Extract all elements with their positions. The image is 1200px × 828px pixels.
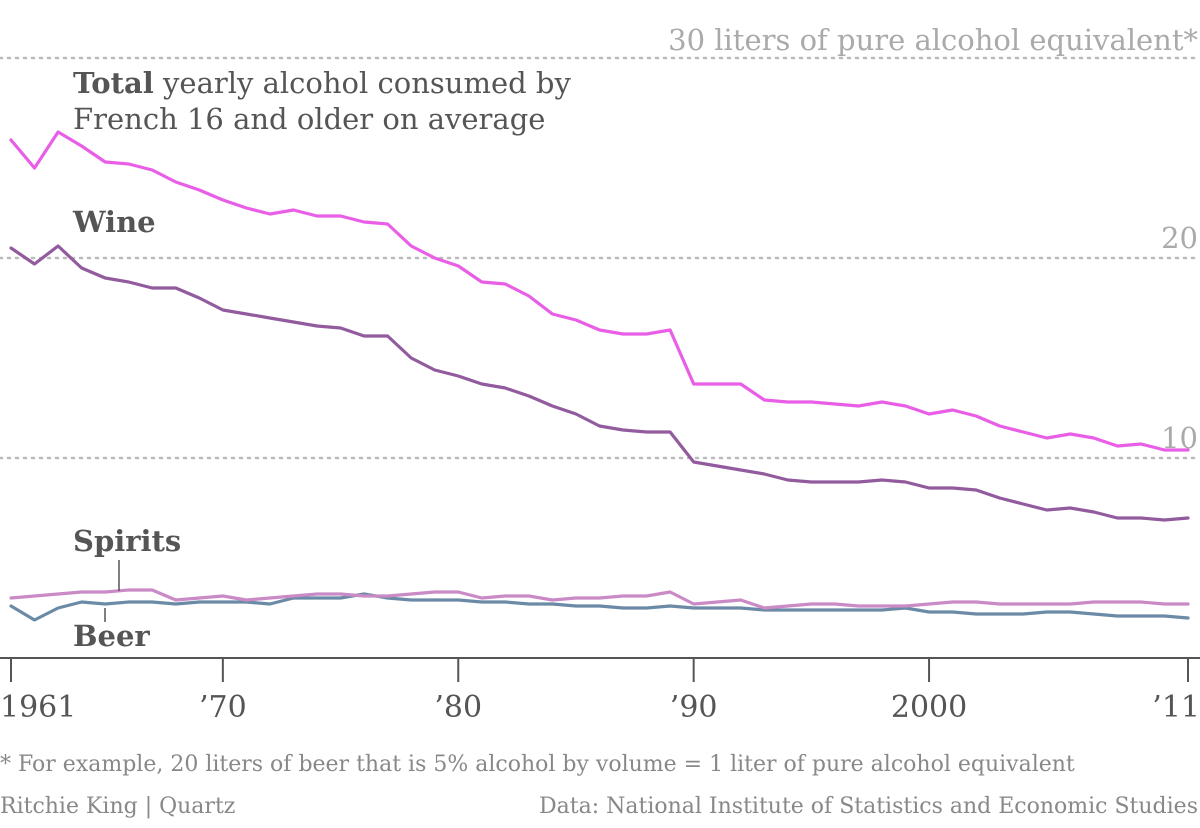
x-tick-label-1961: 1961	[0, 690, 76, 725]
credit: Ritchie King | Quartz	[0, 794, 236, 819]
series-label-beer: Beer	[73, 619, 150, 653]
chart-title-line2: French 16 and older on average	[73, 102, 545, 136]
series-label-spirits: Spirits	[73, 524, 181, 558]
y-tick-label-20: 20	[1161, 221, 1198, 255]
x-tick-label-1990: ’90	[670, 690, 718, 725]
x-axis: 1961 ’70 ’80 ’90 2000 ’11	[0, 657, 1200, 725]
y-unit-label: 30 liters of pure alcohol equivalent*	[668, 23, 1198, 57]
chart-title-rest: yearly alcohol consumed by	[154, 66, 572, 100]
footnote: * For example, 20 liters of beer that is…	[0, 752, 1075, 777]
x-tick-label-1980: ’80	[434, 690, 482, 725]
series-line-spirits	[9, 588, 1190, 610]
chart-title-bold: Total	[73, 66, 154, 100]
chart-title: Total yearly alcohol consumed by	[73, 66, 571, 100]
series-label-wine: Wine	[72, 205, 156, 239]
series-line-wine	[9, 244, 1190, 522]
series-line-beer	[9, 592, 1190, 622]
series-lines	[9, 130, 1190, 622]
x-tick-label-2011: ’11	[1152, 690, 1200, 725]
series-line-total	[9, 130, 1190, 452]
source: Data: National Institute of Statistics a…	[539, 794, 1198, 819]
x-tick-label-1970: ’70	[199, 690, 247, 725]
x-tick-label-2000: 2000	[891, 690, 967, 725]
